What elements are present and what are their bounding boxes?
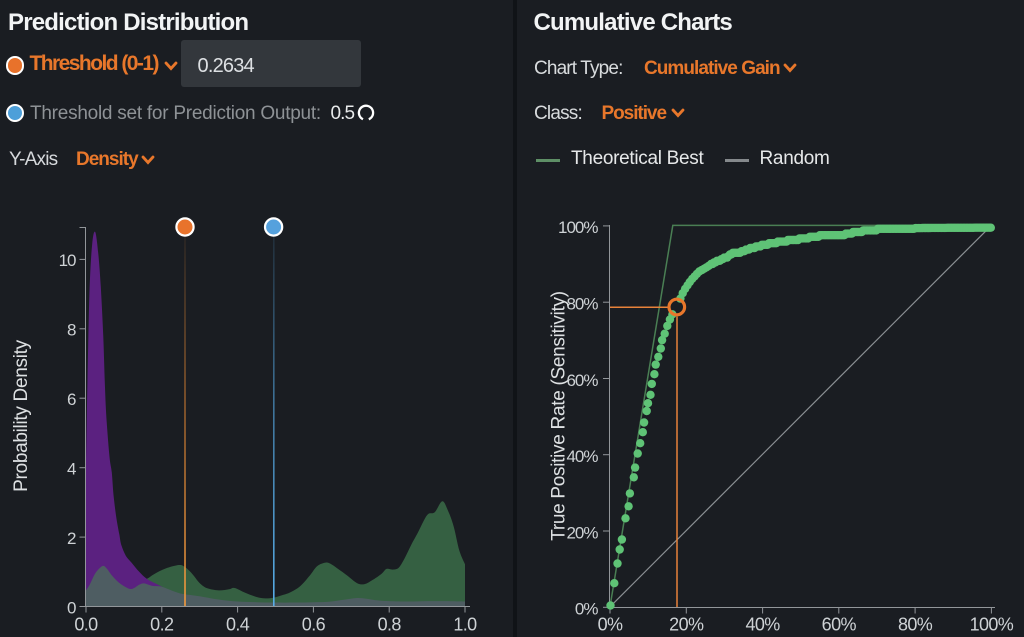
svg-text:0%: 0% xyxy=(575,600,598,619)
svg-text:10: 10 xyxy=(59,251,76,270)
svg-text:40%: 40% xyxy=(566,447,598,466)
svg-text:1.0: 1.0 xyxy=(453,615,477,635)
svg-text:80%: 80% xyxy=(898,615,933,635)
svg-text:4: 4 xyxy=(67,460,76,479)
svg-text:60%: 60% xyxy=(822,615,857,635)
svg-text:40%: 40% xyxy=(745,615,780,635)
svg-text:0.4: 0.4 xyxy=(226,615,250,635)
svg-text:6: 6 xyxy=(67,390,76,409)
svg-text:Probability Density: Probability Density xyxy=(11,339,32,491)
svg-text:60%: 60% xyxy=(566,371,598,390)
svg-text:20%: 20% xyxy=(669,615,704,635)
svg-text:100%: 100% xyxy=(970,615,1014,635)
svg-text:0.2: 0.2 xyxy=(150,615,174,635)
svg-text:True Positive Rate (Sensitivit: True Positive Rate (Sensitivity) xyxy=(549,291,570,540)
svg-text:0%: 0% xyxy=(598,615,623,635)
svg-text:0.6: 0.6 xyxy=(302,615,326,635)
svg-text:0.8: 0.8 xyxy=(378,615,402,635)
svg-text:0.0: 0.0 xyxy=(74,615,98,635)
svg-text:20%: 20% xyxy=(566,523,598,542)
svg-text:0: 0 xyxy=(67,598,76,617)
svg-text:8: 8 xyxy=(67,321,76,340)
svg-text:80%: 80% xyxy=(566,295,598,314)
svg-text:2: 2 xyxy=(67,529,76,548)
svg-text:100%: 100% xyxy=(558,218,598,237)
